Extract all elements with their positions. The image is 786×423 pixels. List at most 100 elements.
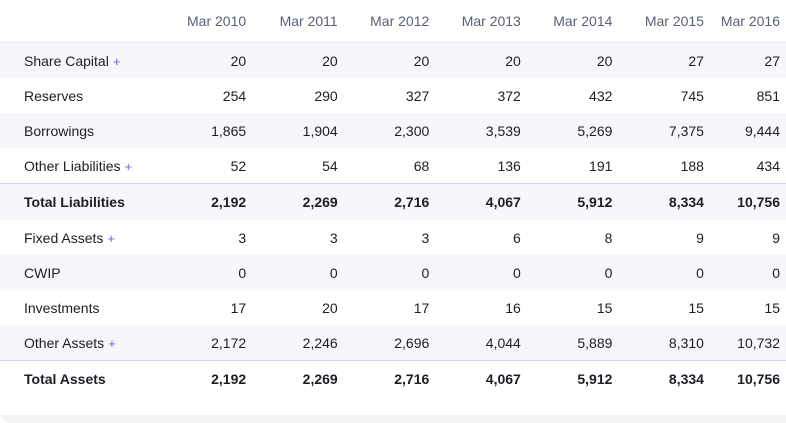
value-cell: 254	[222, 87, 247, 104]
row-label[interactable]: Share Capital	[24, 52, 109, 69]
value-cell: 0	[347, 255, 440, 290]
value-cell: 17	[413, 299, 430, 316]
value-cell: 2,246	[256, 325, 348, 361]
row-label-cell[interactable]: Fixed Assets +	[0, 220, 165, 255]
value-cell: 3	[329, 229, 338, 246]
table-total-row: Total Assets 2,192 2,269 2,716 4,067 5,912 8,3…	[0, 360, 786, 397]
value-cell: 20	[256, 42, 348, 78]
value-cell: 432	[589, 87, 613, 104]
value-cell: 851	[756, 87, 780, 104]
value-cell: 7,375	[622, 113, 714, 148]
table-row: CWIP 0 0 0 0 0 0 0	[0, 255, 786, 290]
value-cell: 2,192	[164, 183, 257, 220]
value-cell: 20	[530, 42, 623, 78]
value-cell: 2,269	[256, 360, 348, 397]
row-label: Total Assets	[24, 371, 106, 387]
value-cell: 9	[772, 229, 780, 246]
value-cell: 434	[756, 157, 780, 174]
table-row[interactable]: Fixed Assets +3 3 3 6 8 9 9	[0, 220, 786, 255]
value-cell: 20	[164, 42, 257, 78]
value-cell: 327	[405, 87, 430, 104]
value-cell: 8,334	[622, 183, 714, 220]
value-cell: 1,865	[164, 113, 257, 148]
row-label: Reserves	[24, 87, 84, 104]
value-cell: 2,696	[347, 325, 440, 361]
value-cell: 191	[589, 157, 613, 174]
value-cell: 3,539	[439, 113, 531, 148]
row-label-cell: Borrowings	[0, 113, 165, 148]
value-cell: 10,756	[713, 183, 786, 220]
row-label[interactable]: Fixed Assets	[24, 229, 104, 246]
value-cell: 2,716	[347, 360, 440, 397]
value-cell: 27	[713, 42, 786, 78]
value-cell: 0	[713, 255, 786, 290]
value-cell: 68	[413, 157, 430, 174]
column-header: Mar 2016	[713, 0, 786, 43]
value-cell: 8	[604, 229, 613, 246]
row-label[interactable]: Other Liabilities	[24, 157, 121, 174]
expand-plus-icon[interactable]: +	[107, 230, 115, 246]
column-header: Mar 2010	[164, 0, 257, 43]
row-label-cell: Reserves	[0, 78, 165, 113]
value-cell: 20	[322, 299, 338, 316]
table-body: Share Capital +20 20 20 20 20 27 27 Reserves 254 2…	[0, 42, 786, 397]
value-cell: 17	[230, 299, 247, 316]
row-label-cell: CWIP	[0, 255, 165, 290]
row-label: Investments	[24, 299, 100, 316]
value-cell: 0	[530, 255, 623, 290]
column-header: Mar 2012	[347, 0, 440, 43]
value-cell: 16	[505, 299, 521, 316]
value-cell: 6	[513, 229, 521, 246]
value-cell: 5,912	[530, 360, 623, 397]
value-cell: 5,889	[530, 325, 623, 361]
value-cell: 745	[680, 87, 704, 104]
value-cell: 0	[256, 255, 348, 290]
value-cell: 2,269	[256, 183, 348, 220]
value-cell: 15	[596, 299, 613, 316]
table-row: Investments 17 20 17 16 15 15 15	[0, 290, 786, 325]
column-header: Mar 2013	[439, 0, 531, 43]
row-label-cell[interactable]: Share Capital +	[0, 42, 165, 78]
expand-plus-icon[interactable]: +	[108, 335, 116, 351]
row-label-cell[interactable]: Other Liabilities +	[0, 148, 165, 184]
value-cell: 188	[680, 157, 704, 174]
value-cell: 9	[696, 229, 704, 246]
row-label: Borrowings	[24, 122, 95, 139]
column-header: Mar 2014	[530, 0, 623, 43]
value-cell: 3	[238, 229, 247, 246]
value-cell: 4,067	[439, 360, 531, 397]
row-label[interactable]: Other Assets	[24, 334, 105, 351]
column-header: Mar 2015	[622, 0, 714, 43]
value-cell: 1,904	[256, 113, 348, 148]
value-cell: 2,192	[164, 360, 257, 397]
value-cell: 10,756	[713, 360, 786, 397]
balance-sheet-table: Mar 2010 Mar 2011 Mar 2012 Mar 2013 Mar …	[0, 0, 786, 397]
value-cell: 290	[314, 87, 338, 104]
table-total-row: Total Liabilities 2,192 2,269 2,716 4,067 5,9…	[0, 183, 786, 220]
value-cell: 0	[622, 255, 714, 290]
value-cell: 54	[322, 157, 338, 174]
table-row[interactable]: Share Capital +20 20 20 20 20 27 27	[0, 42, 786, 78]
row-label: CWIP	[24, 264, 61, 281]
column-header: Mar 2011	[256, 0, 348, 43]
table-row[interactable]: Other Liabilities +52 54 68 136 191 188 434	[0, 148, 786, 184]
expand-plus-icon[interactable]: +	[124, 158, 133, 174]
row-label-cell[interactable]: Other Assets +	[0, 325, 165, 361]
value-cell: 20	[439, 42, 531, 78]
table-header-row: Mar 2010 Mar 2011 Mar 2012 Mar 2013 Mar …	[0, 0, 786, 43]
label-column-header	[0, 0, 165, 43]
value-cell: 2,300	[347, 113, 440, 148]
value-cell: 52	[230, 157, 247, 174]
value-cell: 15	[688, 299, 704, 316]
value-cell: 20	[347, 42, 440, 78]
table-row[interactable]: Other Assets +2,172 2,246 2,696 4,044 5,889 8,…	[0, 325, 786, 361]
value-cell: 136	[497, 157, 521, 174]
row-label: Total Liabilities	[24, 194, 125, 210]
value-cell: 4,044	[439, 325, 531, 361]
value-cell: 15	[764, 299, 780, 316]
table-row: Borrowings 1,865 1,904 2,300 3,539 5,269 7,375…	[0, 113, 786, 148]
value-cell: 4,067	[439, 183, 531, 220]
value-cell: 9,444	[713, 113, 786, 148]
expand-plus-icon[interactable]: +	[112, 53, 121, 69]
